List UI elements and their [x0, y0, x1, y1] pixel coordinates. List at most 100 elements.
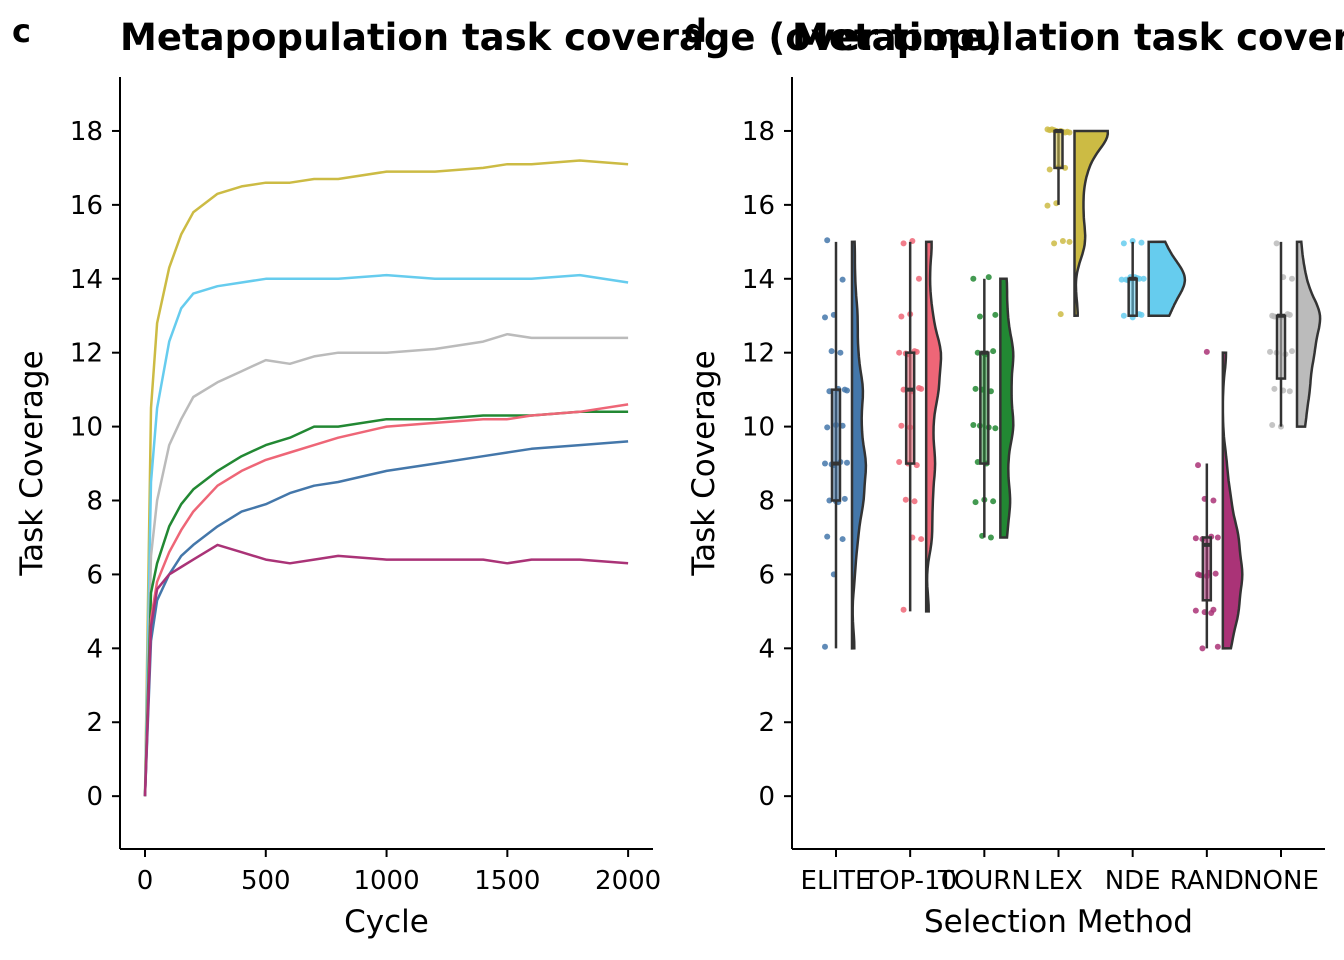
data-point: [918, 536, 925, 543]
data-point: [1192, 535, 1199, 542]
violin: [1221, 351, 1244, 650]
data-point: [1286, 311, 1293, 318]
y-tick-label: 2: [758, 708, 775, 738]
y-tick-label: 12: [70, 339, 103, 369]
data-point: [990, 348, 997, 355]
violin: [999, 277, 1015, 539]
series-line: [143, 410, 629, 797]
violin: [924, 240, 943, 613]
data-point: [990, 498, 997, 505]
data-point: [1046, 166, 1053, 173]
data-point: [1269, 421, 1276, 428]
data-point: [1214, 534, 1221, 541]
x-tick-label: TOURN: [937, 866, 1031, 896]
data-point: [839, 276, 846, 283]
x-tick-label: 1500: [474, 866, 540, 896]
data-point: [1138, 239, 1145, 246]
violin: [850, 240, 868, 650]
y-tick-label: 8: [86, 487, 103, 517]
y-tick-label: 0: [758, 782, 775, 812]
y-axis-label: Task Coverage: [686, 350, 722, 576]
data-point: [915, 275, 922, 282]
data-point: [828, 348, 835, 355]
x-tick-label: 2000: [595, 866, 661, 896]
data-point: [898, 422, 905, 429]
x-tick-label: NONE: [1243, 866, 1319, 896]
series-line: [143, 332, 629, 797]
data-point: [970, 421, 977, 428]
x-axis-label: Cycle: [344, 904, 429, 940]
data-point: [1214, 643, 1221, 650]
violin: [1295, 240, 1322, 428]
data-point: [824, 424, 831, 431]
y-tick-label: 4: [86, 634, 103, 664]
data-point: [918, 385, 925, 392]
data-point: [822, 643, 828, 650]
y-tick-label: 6: [758, 560, 775, 590]
data-point: [1046, 127, 1053, 134]
data-point: [844, 387, 850, 394]
data-point: [1066, 238, 1073, 245]
data-point: [1120, 240, 1127, 247]
data-point: [1273, 240, 1280, 247]
data-point: [1129, 238, 1136, 245]
y-tick-label: 16: [70, 191, 103, 221]
data-point: [1057, 311, 1064, 318]
x-tick-label: 0: [137, 866, 154, 896]
series-line: [143, 403, 629, 797]
data-point: [822, 314, 828, 321]
data-point: [1210, 606, 1217, 613]
data-point: [900, 240, 907, 247]
data-point: [1192, 607, 1199, 614]
data-point: [992, 425, 999, 432]
y-tick-label: 10: [70, 413, 103, 443]
box: [1201, 536, 1213, 602]
data-point: [837, 349, 844, 356]
data-point: [1195, 462, 1202, 469]
data-point: [911, 498, 918, 505]
y-tick-label: 14: [70, 265, 103, 295]
y-axis-label: Task Coverage: [14, 350, 50, 576]
y-tick-label: 18: [70, 117, 103, 147]
x-tick-label: TOP-10: [862, 866, 957, 896]
data-point: [972, 385, 979, 392]
y-tick-label: 18: [742, 117, 775, 147]
data-point: [1140, 275, 1147, 282]
data-point: [1289, 275, 1295, 282]
data-point: [1203, 348, 1210, 355]
x-tick-label: RAND: [1170, 866, 1244, 896]
data-point: [987, 534, 994, 541]
data-point: [1271, 385, 1278, 392]
data-point: [1199, 645, 1206, 652]
y-tick-label: 10: [742, 413, 775, 443]
chart-title: Metapopulation task coverage: [792, 16, 1344, 59]
box: [1275, 314, 1287, 380]
data-point: [1286, 388, 1293, 395]
violin: [1073, 129, 1110, 317]
x-tick-label: 1000: [353, 866, 419, 896]
data-point: [1051, 240, 1058, 247]
box: [830, 388, 842, 502]
x-tick-label: NDE: [1105, 866, 1161, 896]
data-point: [844, 459, 850, 466]
data-point: [1066, 129, 1073, 136]
series-line: [143, 159, 629, 797]
data-point: [1044, 202, 1051, 209]
data-point: [1120, 312, 1127, 319]
y-tick-label: 4: [758, 634, 775, 664]
panel-label: c: [12, 12, 31, 50]
data-point: [896, 349, 903, 356]
panel-label: d: [684, 12, 707, 50]
data-point: [896, 458, 903, 465]
y-tick-label: 8: [758, 487, 775, 517]
data-point: [970, 275, 977, 282]
data-point: [985, 274, 992, 281]
y-tick-label: 16: [742, 191, 775, 221]
data-point: [1289, 348, 1295, 355]
data-point: [1118, 276, 1125, 283]
box: [979, 351, 990, 465]
data-point: [1210, 497, 1217, 504]
data-point: [841, 495, 848, 502]
series-line: [143, 440, 629, 797]
